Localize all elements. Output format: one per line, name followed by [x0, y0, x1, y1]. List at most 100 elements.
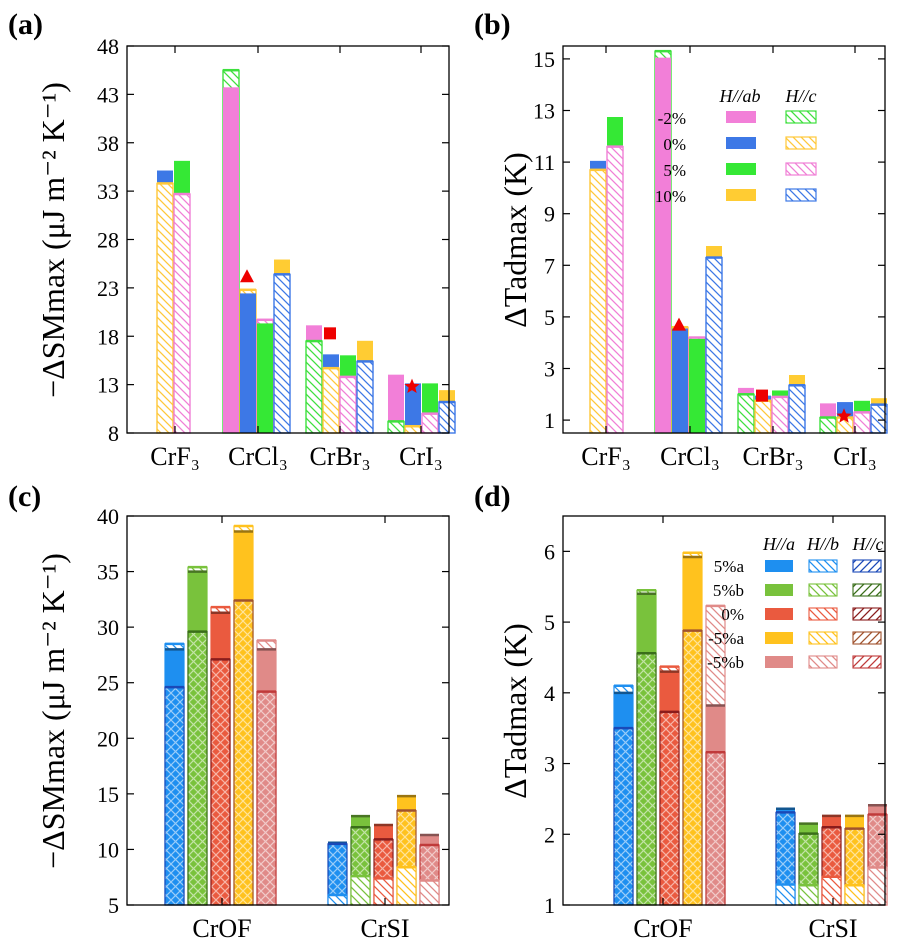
category-label: CrOF [192, 914, 251, 943]
bar-group [613, 684, 634, 906]
category-label: CrCl₃ [660, 442, 720, 471]
y-tick-label: 48 [97, 34, 119, 59]
legend-swatch-c [852, 583, 882, 597]
bar-b [798, 884, 819, 906]
bar-b [844, 884, 865, 906]
bar-group [821, 814, 842, 906]
y-axis-label: −ΔSMmax (μJ m⁻² K⁻¹) [35, 82, 71, 398]
bar-c [322, 367, 340, 434]
y-tick-label: 30 [97, 615, 119, 640]
bar-c [273, 273, 291, 434]
bar-group [589, 160, 607, 434]
bar-group [671, 325, 689, 434]
bar-c [438, 401, 456, 434]
y-tick-label: 7 [544, 253, 555, 278]
bar-group [164, 642, 185, 906]
bar-group [737, 387, 755, 434]
bar-group [256, 318, 274, 434]
legend-swatch-c [852, 631, 882, 645]
legend-swatch-c [852, 559, 882, 573]
y-tick-label: 5 [544, 610, 555, 635]
legend-row-label: -5%a [708, 629, 744, 648]
bar-ab [240, 294, 256, 433]
legend-swatch-c [785, 162, 817, 176]
legend-swatch-c [852, 655, 882, 669]
y-tick-label: 38 [97, 131, 119, 156]
bar-b [396, 866, 417, 906]
legend-row-label: -5%b [707, 653, 744, 672]
legend-row-label: 0% [721, 605, 744, 624]
legend-row-label: 10% [655, 187, 686, 206]
y-tick-label: 1 [544, 408, 555, 433]
bar-group [339, 355, 357, 434]
legend-swatch-ab [726, 189, 756, 201]
bar-c [589, 169, 607, 434]
marker-square [756, 389, 768, 402]
legend-swatch-c [785, 136, 817, 150]
bar-c [233, 599, 254, 906]
y-axis-label: ΔTadmax (K) [497, 623, 533, 799]
plot-frame [562, 515, 886, 906]
bar-group [404, 383, 422, 434]
bar-group [705, 245, 723, 434]
legend-header: H//c [785, 86, 817, 106]
category-label: CrSI [360, 914, 409, 943]
bar-group [173, 160, 191, 434]
bar-b [775, 883, 796, 906]
legend-swatch-a [765, 584, 793, 596]
legend-swatch-a [765, 632, 793, 644]
bar-group [187, 565, 208, 906]
bar-b [327, 894, 348, 906]
legend-swatch-b [808, 583, 838, 597]
panel-label: (c) [8, 480, 41, 513]
bar-group [636, 589, 657, 906]
legend-header: H//b [806, 534, 839, 554]
legend-swatch-b [808, 559, 838, 573]
category-label: CrI₃ [833, 442, 877, 471]
bar-c [771, 396, 789, 434]
panel-label: (d) [474, 480, 511, 513]
bar-c [156, 182, 174, 434]
y-tick-label: 10 [97, 837, 119, 862]
category-label: CrOF [633, 914, 692, 943]
bar-ab [672, 329, 688, 433]
plot-frame [126, 515, 450, 906]
y-tick-label: 3 [544, 752, 555, 777]
bar-ab [223, 88, 239, 433]
marker-triangle [672, 317, 686, 331]
bar-group [771, 390, 789, 434]
bar-c [788, 384, 806, 434]
legend-header: H//c [852, 534, 884, 554]
bar-c [636, 652, 657, 906]
legend: H//ab H//c -2% 0% 5% 10% [655, 86, 817, 206]
legend-swatch-ab [726, 163, 756, 175]
category-label: CrBr₃ [742, 442, 803, 471]
bar-group [754, 395, 772, 434]
bar-ab [689, 340, 705, 433]
bar-group [819, 403, 837, 434]
bar-group [419, 833, 440, 906]
legend-swatch-b [808, 607, 838, 621]
legend-row-label: 5%b [713, 581, 744, 600]
y-tick-label: 4 [544, 681, 555, 706]
bar-c [187, 630, 208, 906]
bar-c [356, 360, 374, 434]
panel-label: (a) [8, 8, 43, 41]
legend-swatch-ab [726, 137, 756, 149]
y-tick-label: 5 [544, 305, 555, 330]
bar-c [256, 691, 277, 906]
category-label: CrF₃ [581, 442, 631, 471]
marker-star [836, 408, 852, 423]
legend-swatch-b [808, 631, 838, 645]
bar-group [705, 604, 726, 906]
bar-group [659, 665, 680, 906]
bar-group [870, 398, 888, 434]
marker-star [404, 378, 420, 393]
bar-group [853, 400, 871, 434]
bar-group [305, 325, 323, 434]
bar-group [688, 336, 706, 434]
bar-group [788, 374, 806, 434]
y-tick-label: 11 [534, 150, 555, 175]
y-tick-label: 18 [97, 324, 119, 349]
legend-swatch-c [852, 607, 882, 621]
